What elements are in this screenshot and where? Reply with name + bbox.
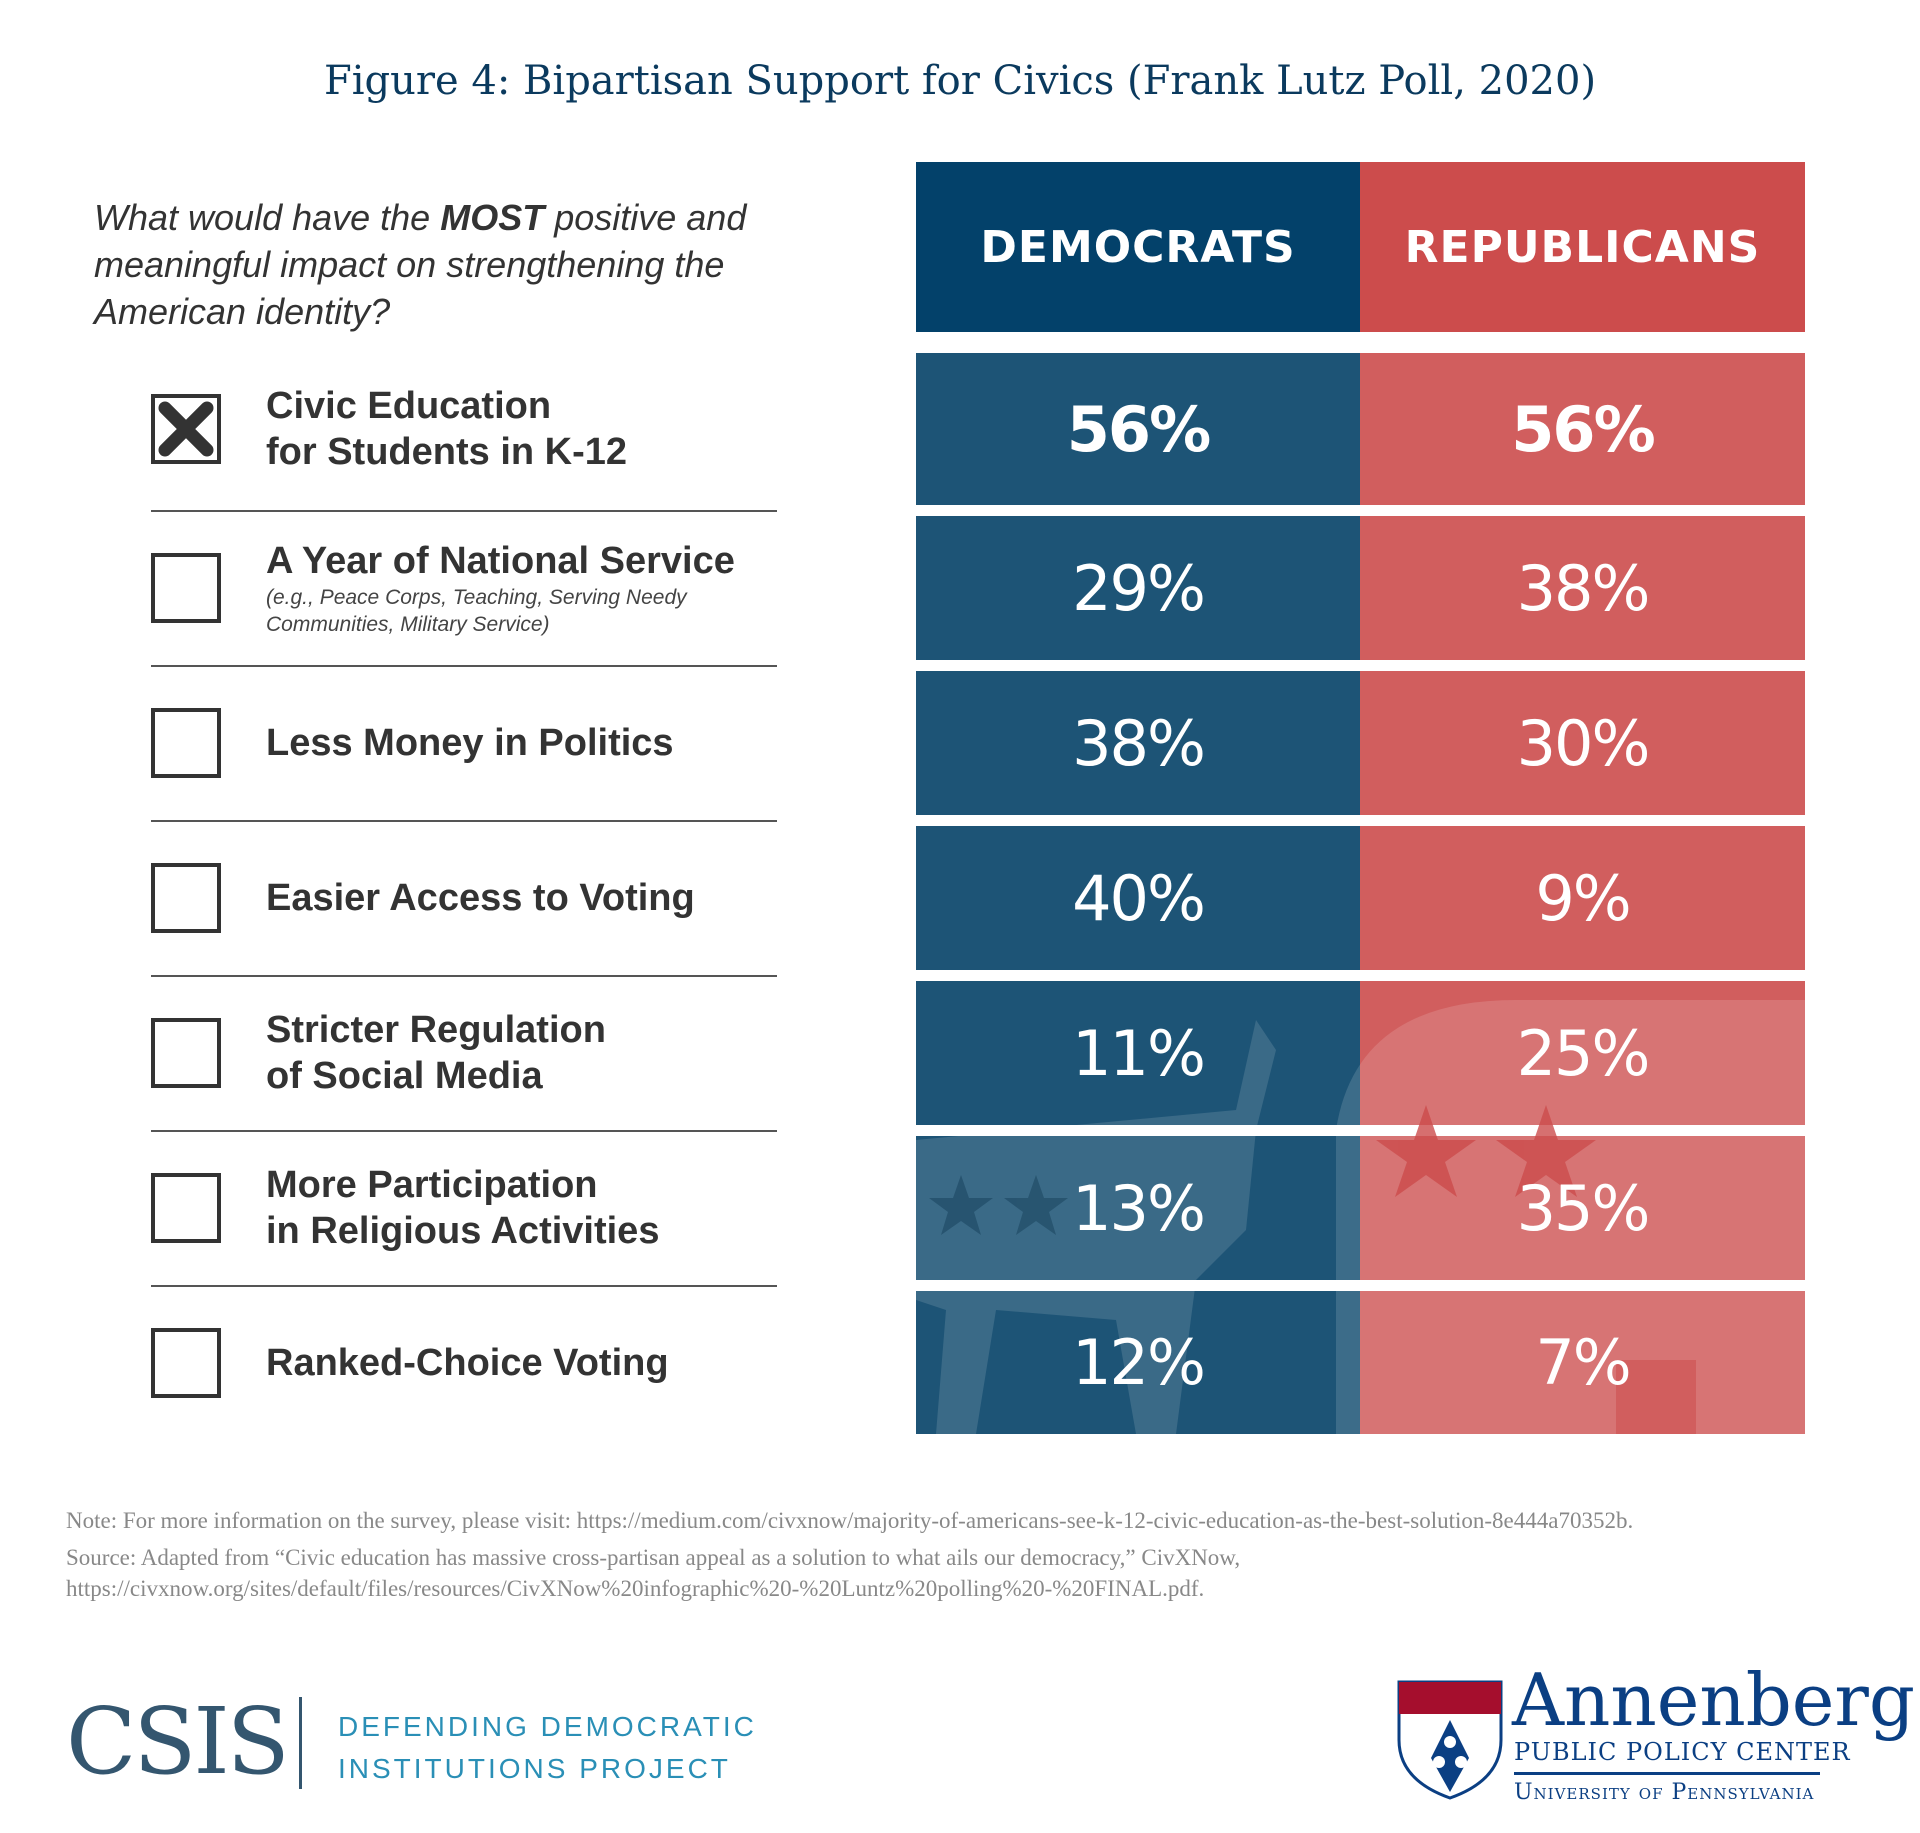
- democrats-value: 38%: [1072, 706, 1206, 780]
- republicans-value-cell: 9%: [1360, 826, 1805, 970]
- survey-question: What would have the MOST positive and me…: [94, 194, 884, 335]
- question-text-pre: What would have the: [94, 197, 441, 238]
- option-label-line: for Students in K-12: [266, 431, 628, 473]
- row-divider: [151, 1285, 777, 1287]
- row-divider: [151, 510, 777, 512]
- option-label-line: Ranked-Choice Voting: [266, 1341, 669, 1384]
- checkbox: [151, 708, 221, 778]
- checkbox: [151, 1327, 221, 1398]
- option-label-line: Easier Access to Voting: [266, 877, 695, 919]
- option-label-line: in Religious Activities: [266, 1210, 660, 1252]
- democrats-value: 12%: [1072, 1326, 1206, 1399]
- option-sublabel: (e.g., Peace Corps, Teaching, Serving Ne…: [266, 586, 687, 636]
- republicans-value: 38%: [1516, 551, 1651, 625]
- republicans-value-cell: 56%: [1360, 353, 1805, 505]
- option-label-line: More Participation: [266, 1164, 598, 1206]
- checkbox: [151, 1018, 221, 1088]
- upenn-shield-icon: [1397, 1680, 1503, 1800]
- project-name: DEFENDING DEMOCRATIC INSTITUTIONS PROJEC…: [338, 1706, 757, 1790]
- option-label: Civic Education for Students in K-12: [266, 383, 886, 475]
- source-text: Source: Adapted from “Civic education ha…: [66, 1545, 1241, 1601]
- republicans-value-cell: 35%: [1360, 1136, 1805, 1280]
- checkbox: [151, 1173, 221, 1243]
- project-name-line1: DEFENDING DEMOCRATIC: [338, 1711, 757, 1742]
- question-emphasis: MOST: [440, 197, 545, 238]
- republicans-value-cell: 25%: [1360, 981, 1805, 1125]
- democrats-value-cell: 56%: [916, 353, 1360, 505]
- question-text-post: positive and meaningful impact on streng…: [94, 197, 747, 332]
- row-divider: [151, 820, 777, 822]
- note-text: Note: For more information on the survey…: [66, 1508, 1634, 1533]
- annenberg-logo: Annenberg: [1512, 1658, 1915, 1742]
- csis-logo: CSIS: [66, 1688, 290, 1795]
- x-mark-icon: [158, 401, 214, 457]
- option-label-line: Civic Education: [266, 385, 552, 427]
- democrats-value: 40%: [1072, 861, 1206, 935]
- row-divider: [151, 1130, 777, 1132]
- republicans-value: 9%: [1535, 861, 1631, 935]
- row-divider: [151, 975, 777, 977]
- democrats-value-cell: 38%: [916, 671, 1360, 815]
- checkbox: [151, 394, 221, 464]
- annenberg-rule: [1514, 1772, 1820, 1775]
- democrats-value-cell: 11%: [916, 981, 1360, 1125]
- republicans-header: REPUBLICANS: [1360, 162, 1805, 332]
- option-label-line: of Social Media: [266, 1055, 543, 1097]
- republicans-value: 7%: [1535, 1326, 1631, 1399]
- logo-divider: [299, 1697, 302, 1789]
- option-label: Ranked-Choice Voting: [266, 1340, 886, 1386]
- option-label-line: A Year of National Service: [266, 540, 735, 582]
- notes: Note: For more information on the survey…: [66, 1505, 1866, 1610]
- annenberg-subtitle: PUBLIC POLICY CENTER: [1514, 1738, 1851, 1766]
- democrats-value-cell: 29%: [916, 516, 1360, 660]
- democrats-value-cell: 13%: [916, 1136, 1360, 1280]
- option-label: Easier Access to Voting: [266, 875, 886, 921]
- figure-title: Figure 4: Bipartisan Support for Civics …: [323, 58, 1597, 104]
- democrats-value-cell: 40%: [916, 826, 1360, 970]
- university-name: University of Pennsylvania: [1514, 1780, 1815, 1805]
- option-label-line: Less Money in Politics: [266, 722, 674, 764]
- checkbox: [151, 863, 221, 933]
- republicans-value: 25%: [1516, 1016, 1651, 1090]
- republicans-value: 30%: [1516, 706, 1651, 780]
- democrats-value-cell: 12%: [916, 1291, 1360, 1434]
- republicans-value: 35%: [1516, 1171, 1651, 1245]
- option-label: Less Money in Politics: [266, 720, 886, 766]
- democrats-value: 13%: [1072, 1171, 1206, 1245]
- option-label-line: Stricter Regulation: [266, 1009, 606, 1051]
- republicans-value-cell: 30%: [1360, 671, 1805, 815]
- option-label: Stricter Regulation of Social Media: [266, 1007, 886, 1099]
- democrats-header: DEMOCRATS: [916, 162, 1360, 332]
- option-label: More Participation in Religious Activitie…: [266, 1162, 886, 1254]
- democrats-value: 11%: [1072, 1016, 1206, 1090]
- republicans-value-cell: 7%: [1360, 1291, 1805, 1434]
- project-name-line2: INSTITUTIONS PROJECT: [338, 1753, 731, 1784]
- row-divider: [151, 665, 777, 667]
- democrats-value: 29%: [1072, 551, 1206, 625]
- democrats-value: 56%: [1066, 392, 1211, 466]
- checkbox: [151, 553, 221, 623]
- republicans-value: 56%: [1511, 392, 1655, 466]
- option-label: A Year of National Service (e.g., Peace C…: [266, 538, 886, 638]
- republicans-value-cell: 38%: [1360, 516, 1805, 660]
